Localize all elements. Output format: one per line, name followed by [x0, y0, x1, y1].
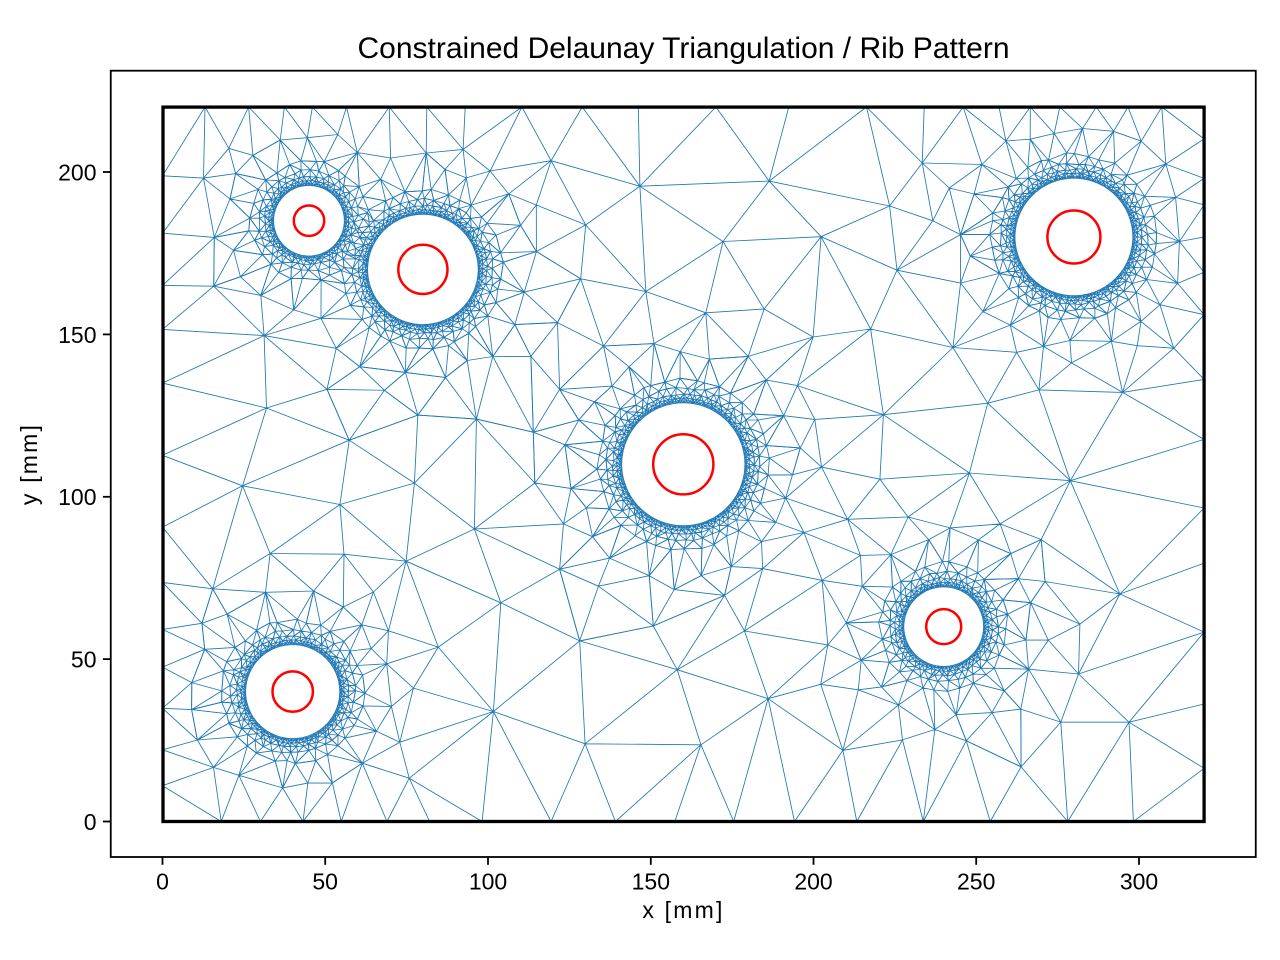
- svg-text:Constrained Delaunay Triangula: Constrained Delaunay Triangulation / Rib…: [357, 32, 1009, 65]
- svg-text:0: 0: [84, 809, 97, 835]
- svg-text:100: 100: [469, 869, 507, 895]
- svg-text:y [mm]: y [mm]: [16, 423, 42, 505]
- svg-text:200: 200: [794, 869, 832, 895]
- svg-text:50: 50: [71, 647, 97, 673]
- svg-text:150: 150: [632, 869, 670, 895]
- svg-text:300: 300: [1120, 869, 1158, 895]
- svg-text:200: 200: [58, 160, 96, 186]
- svg-text:150: 150: [58, 322, 96, 348]
- svg-text:100: 100: [58, 484, 96, 510]
- svg-text:50: 50: [312, 869, 338, 895]
- svg-text:250: 250: [957, 869, 995, 895]
- svg-text:x [mm]: x [mm]: [642, 897, 724, 923]
- svg-text:0: 0: [156, 869, 169, 895]
